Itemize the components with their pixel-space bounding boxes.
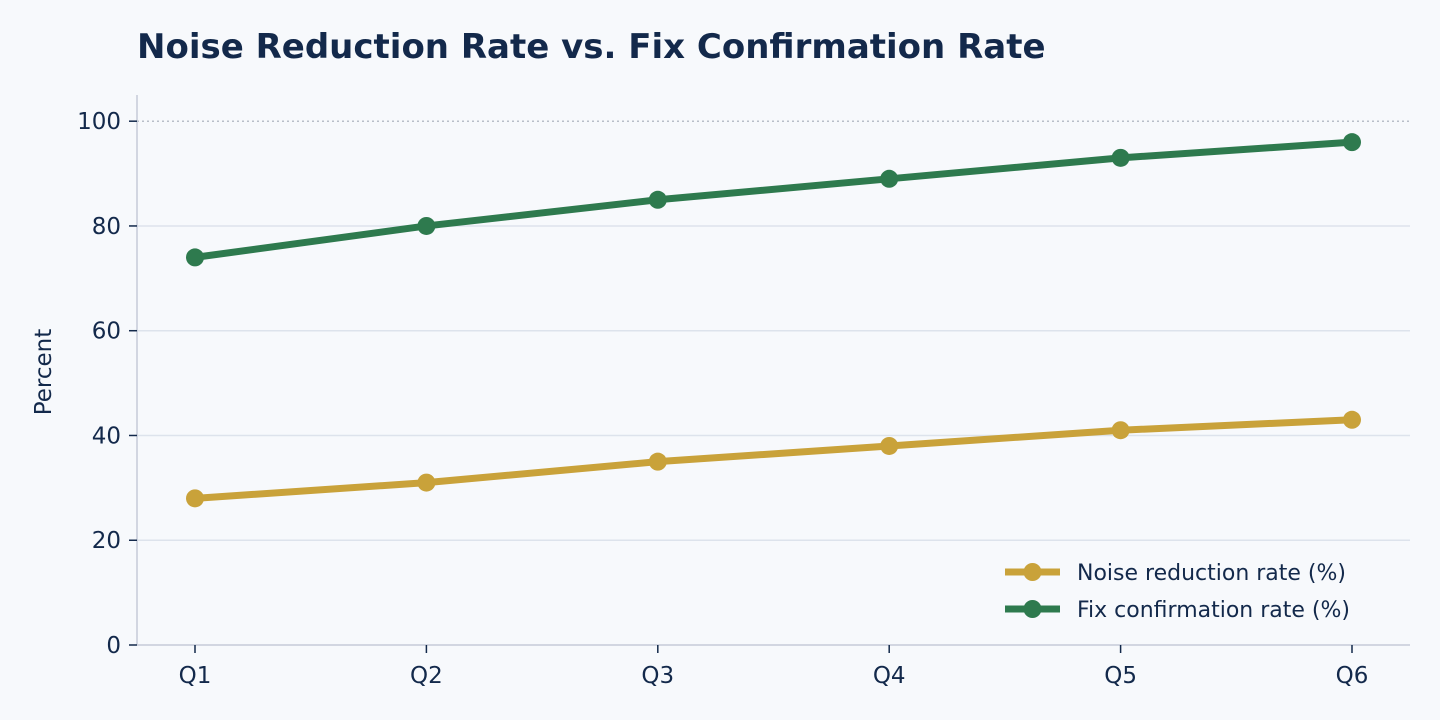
x-tick-label: Q2 — [410, 663, 443, 689]
legend-marker — [1023, 600, 1042, 618]
legend-item-2: Fix confirmation rate (%) — [1005, 598, 1350, 623]
x-tick-label: Q4 — [873, 663, 906, 689]
legend-item-1: Noise reduction rate (%) — [1005, 561, 1346, 586]
data-point — [1343, 410, 1361, 429]
data-point — [648, 452, 667, 471]
y-tick-label: 20 — [92, 528, 121, 554]
series-line — [191, 416, 1356, 502]
chart-title: Noise Reduction Rate vs. Fix Confirmatio… — [137, 27, 1046, 67]
axis-layer: 0 20 40 60 80 100 Q1 Q2 Q3 Q4 Q5 Q6 — [77, 95, 1410, 689]
x-tick-label: Q5 — [1104, 663, 1137, 689]
data-point — [186, 489, 204, 508]
series-layer — [186, 133, 1361, 508]
y-tick-label: 60 — [92, 319, 121, 345]
legend: Noise reduction rate (%) Fix confirmation… — [1005, 561, 1350, 623]
data-point — [1111, 421, 1130, 440]
data-point — [880, 436, 899, 455]
data-point — [417, 216, 436, 235]
grid-layer — [137, 120, 1410, 541]
y-tick-label: 40 — [92, 423, 121, 449]
y-axis-title: Percent — [31, 329, 57, 416]
legend-label: Noise reduction rate (%) — [1077, 561, 1346, 586]
y-tick-label: 80 — [92, 214, 121, 240]
x-tick-label: Q6 — [1336, 663, 1369, 689]
data-point — [648, 190, 667, 209]
series-2 — [186, 133, 1361, 267]
series-line — [191, 138, 1356, 261]
x-tick-label: Q3 — [641, 663, 674, 689]
data-point — [1111, 148, 1130, 167]
legend-label: Fix confirmation rate (%) — [1077, 598, 1350, 623]
data-point — [880, 169, 899, 188]
x-tick-label: Q1 — [179, 663, 212, 689]
data-point — [186, 248, 204, 267]
legend-marker — [1023, 563, 1042, 581]
data-point — [417, 473, 436, 492]
series-1 — [186, 410, 1361, 508]
y-tick-label: 0 — [106, 633, 121, 659]
data-point — [1343, 133, 1361, 152]
y-tick-label: 100 — [77, 109, 121, 135]
